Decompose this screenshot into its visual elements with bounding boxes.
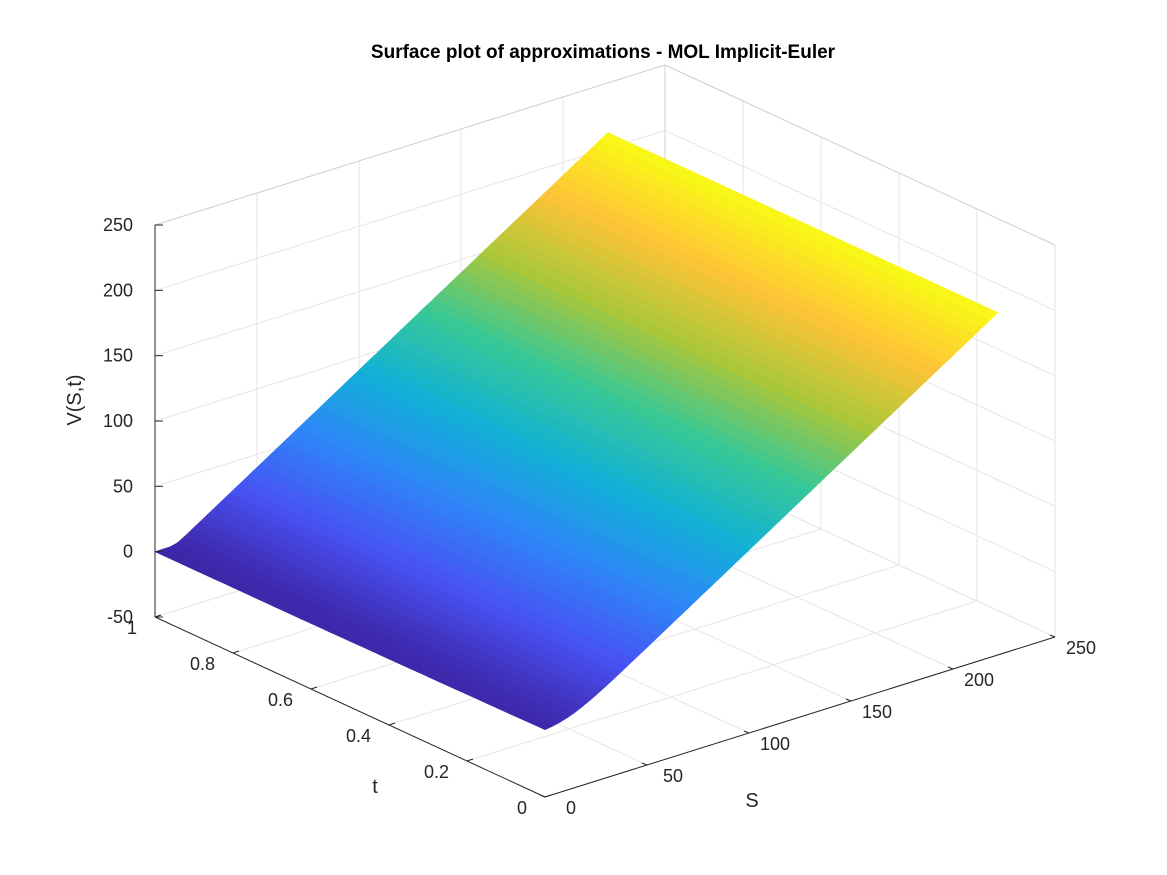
y-tick-label: 1 (127, 618, 137, 638)
grid-line (664, 129, 1056, 311)
z-tick-label: 150 (103, 346, 133, 366)
surface-patch (980, 307, 999, 321)
z-axis-label: V(S,t) (64, 374, 86, 425)
x-tick-mark (845, 698, 852, 702)
x-tick-label: 250 (1066, 638, 1096, 658)
x-tick-mark (641, 762, 648, 766)
z-tick-label: 50 (113, 476, 133, 496)
x-tick-label: 200 (964, 670, 994, 690)
box-edge (664, 64, 1056, 246)
y-axis-line (154, 616, 546, 798)
surface-mesh (154, 132, 999, 731)
x-tick-label: 0 (566, 798, 576, 818)
box-edge (154, 64, 666, 226)
x-tick-label: 150 (862, 702, 892, 722)
x-axis-label: S (745, 790, 758, 812)
z-tick-label: 0 (123, 542, 133, 562)
grid-line (466, 600, 978, 762)
z-tick-label: 200 (103, 280, 133, 300)
y-tick-label: 0 (517, 798, 527, 818)
y-tick-mark (466, 758, 474, 762)
front-axes (154, 224, 1056, 798)
tick-labels: 0 50 100 150 200 250 0 0.2 0.4 0.6 0.8 1-50 0 50 100 15… (103, 215, 1096, 818)
x-tick-mark (539, 794, 546, 798)
x-tick-label: 50 (663, 766, 683, 786)
x-tick-mark (947, 666, 954, 670)
z-tick-label: -50 (107, 607, 133, 627)
x-tick-mark (743, 730, 750, 734)
y-tick-label: 0.4 (346, 726, 371, 746)
x-axis-line (544, 636, 1056, 798)
z-tick-label: 100 (103, 411, 133, 431)
y-tick-mark (310, 686, 318, 690)
x-tick-label: 100 (760, 734, 790, 754)
y-tick-label: 0.8 (190, 654, 215, 674)
y-tick-mark (232, 650, 240, 654)
x-tick-mark (1049, 634, 1056, 638)
chart-title: Surface plot of approximations - MOL Imp… (371, 42, 836, 63)
y-axis-label: t (372, 776, 378, 798)
y-tick-label: 0.6 (268, 690, 293, 710)
y-tick-mark (544, 794, 552, 798)
y-tick-label: 0.2 (424, 762, 449, 782)
y-tick-mark (388, 722, 396, 726)
grid-line (154, 129, 666, 291)
z-tick-label: 250 (103, 215, 133, 235)
